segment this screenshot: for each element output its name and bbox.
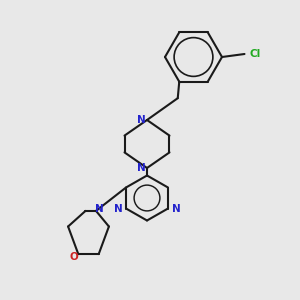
Text: N: N (114, 203, 122, 214)
Text: N: N (95, 204, 104, 214)
Text: O: O (69, 251, 78, 262)
Text: N: N (137, 115, 146, 125)
Text: N: N (137, 163, 146, 173)
Text: N: N (172, 203, 180, 214)
Text: Cl: Cl (250, 49, 261, 59)
